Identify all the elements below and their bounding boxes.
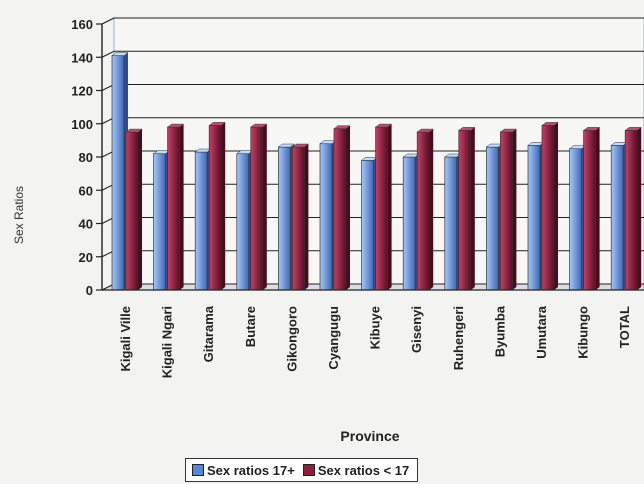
y-tick-label: 20 — [79, 250, 93, 265]
y-tick-label: 80 — [79, 150, 93, 165]
bar-series-1 — [527, 145, 541, 291]
legend: Sex ratios 17+ Sex ratios < 17 — [185, 458, 419, 482]
bar-series-2 — [292, 146, 305, 291]
bar-series-1 — [486, 146, 499, 291]
bar-series-2-side — [304, 144, 309, 290]
bar-series-2-top — [125, 128, 143, 133]
legend-item-series-1: Sex ratios 17+ — [192, 463, 295, 478]
bar-series-1 — [319, 143, 333, 291]
x-tick-label: TOTAL — [617, 306, 632, 348]
bar-series-2 — [416, 131, 430, 291]
bar-series-1 — [236, 153, 250, 291]
bar-series-2 — [250, 126, 264, 291]
y-tick-label: 0 — [86, 283, 93, 298]
y-axis-title-text: Sex Ratios — [12, 185, 26, 245]
bar-series-2 — [458, 130, 472, 291]
y-tick-label: 140 — [71, 50, 93, 65]
bar-series-2-side — [595, 127, 600, 291]
bar-series-2-side — [429, 129, 434, 290]
bar-series-2 — [125, 131, 139, 291]
bar-series-1 — [402, 156, 416, 291]
bar-series-1-top — [277, 143, 296, 148]
bar-series-2-top — [582, 127, 601, 131]
bar-series-1 — [610, 145, 624, 291]
bar-series-2-top — [374, 123, 393, 128]
bar-series-1 — [194, 151, 208, 291]
bar-series-2 — [583, 130, 596, 291]
x-tick-label: Kigali Ngari — [160, 306, 175, 378]
x-tick-label: Butare — [243, 306, 258, 347]
bar-series-2-side — [512, 129, 517, 290]
y-axis-title: Sex Ratios — [4, 150, 34, 280]
bar-series-2 — [333, 128, 347, 291]
bar-series-2-top — [333, 125, 351, 129]
bar-series-2-side — [179, 124, 184, 290]
bar-series-1 — [278, 146, 291, 291]
bar-series-2-side — [387, 124, 392, 290]
legend-label-series-1: Sex ratios 17+ — [207, 462, 295, 478]
x-tick-label: Gikongoro — [284, 306, 299, 372]
x-tick-label: Kibuye — [368, 306, 383, 349]
y-tick-label: 60 — [79, 183, 93, 198]
bar-series-2-side — [221, 122, 226, 290]
bar-series-1 — [444, 156, 458, 291]
x-tick-label: Kigali Ville — [118, 306, 133, 372]
bar-series-2 — [541, 125, 555, 291]
bar-series-1 — [569, 148, 582, 291]
y-tick-label: 120 — [71, 84, 93, 99]
y-tick-label: 160 — [71, 17, 93, 32]
bar-series-1-top — [111, 52, 129, 56]
x-axis-title: Province — [340, 428, 400, 444]
bar-series-2-top — [291, 143, 310, 148]
bar-series-2 — [375, 126, 388, 291]
bar-series-2-top — [624, 127, 642, 131]
x-tick-label: Gisenyi — [409, 306, 424, 353]
bar-series-2-top — [166, 123, 185, 128]
bar-series-2-side — [637, 127, 642, 291]
bar-series-2-top — [458, 127, 476, 131]
bar-series-2-top — [499, 128, 518, 133]
bar-series-2 — [500, 131, 513, 291]
bar-series-2-side — [138, 129, 142, 290]
x-tick-label: Kibungo — [576, 306, 591, 359]
bar-series-2 — [167, 126, 180, 291]
x-tick-label: Byumba — [492, 305, 507, 357]
bar-series-2-top — [250, 123, 268, 128]
legend-swatch-series-2 — [302, 464, 315, 476]
bar-series-2-side — [470, 127, 475, 291]
gridline — [101, 50, 644, 58]
bar-series-2-side — [346, 125, 350, 290]
legend-swatch-series-1 — [192, 464, 204, 476]
x-tick-label: Umutara — [534, 305, 549, 359]
x-tick-label: Cyangugu — [326, 306, 341, 370]
legend-label-series-2: Sex ratios < 17 — [317, 462, 410, 478]
x-tick-label: Gitarama — [201, 305, 216, 362]
bar-series-2-top — [541, 122, 559, 126]
bar-series-2 — [624, 130, 638, 291]
bar-series-1 — [361, 159, 374, 291]
y-tick-label: 100 — [71, 117, 93, 132]
gridline — [101, 17, 644, 25]
bar-series-2 — [208, 125, 222, 291]
bar-series-1 — [111, 55, 125, 291]
legend-item-series-2: Sex ratios < 17 — [302, 462, 410, 478]
bar-series-2-top — [416, 128, 434, 133]
bar-series-2-top — [208, 122, 226, 126]
y-tick-label: 40 — [79, 217, 93, 232]
x-tick-label: Ruhengeri — [451, 306, 466, 370]
bar-series-2-side — [554, 122, 558, 290]
bar-series-2-side — [262, 124, 267, 290]
bar-series-1 — [153, 153, 166, 291]
